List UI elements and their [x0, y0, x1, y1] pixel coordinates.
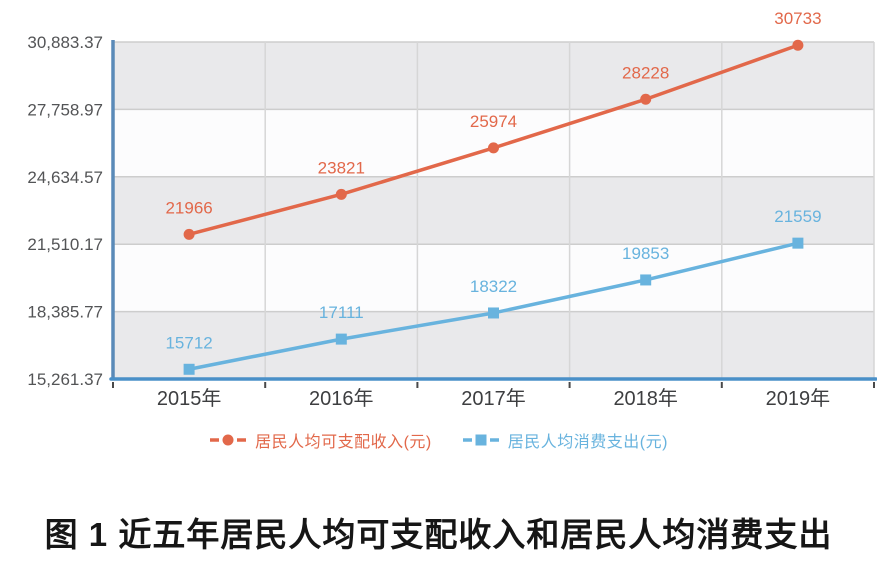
y-tick-label: 21,510.17 [27, 235, 103, 254]
figure-caption: 图 1 近五年居民人均可支配收入和居民人均消费支出 [44, 516, 833, 553]
data-point-marker [183, 363, 195, 375]
data-point-label: 21559 [774, 207, 821, 226]
x-tick-label: 2015年 [157, 387, 222, 410]
data-point-marker [335, 333, 347, 345]
data-point-label: 21966 [165, 198, 212, 217]
y-tick-label: 24,634.57 [27, 168, 103, 187]
data-point-marker [488, 307, 499, 319]
x-tick-label: 2018年 [613, 387, 678, 410]
y-tick-label: 27,758.97 [27, 100, 103, 119]
data-point-marker [640, 93, 652, 105]
data-point-label: 28228 [622, 63, 669, 82]
data-point-marker [792, 237, 804, 249]
data-point-marker [335, 188, 347, 200]
data-point-label: 30733 [774, 9, 821, 28]
data-point-label: 25974 [470, 112, 517, 131]
x-tick-label: 2019年 [766, 387, 831, 410]
data-point-marker [488, 142, 499, 154]
plot-band [113, 42, 874, 110]
y-tick-label: 30,883.37 [27, 33, 103, 52]
plot-band [113, 311, 874, 379]
x-tick-label: 2017年 [461, 387, 526, 410]
chart-legend: 居民人均可支配收入(元) 居民人均消费支出(元) [0, 428, 877, 452]
legend-item-income: 居民人均可支配收入(元) [209, 428, 432, 452]
data-point-marker [183, 228, 195, 240]
data-point-label: 23821 [318, 158, 365, 177]
y-tick-label: 18,385.77 [27, 303, 103, 322]
data-point-label: 19853 [622, 244, 669, 263]
line-chart: 15,261.37 18,385.77 21,510.17 24,634.57 27,7… [27, 9, 877, 410]
line-square-marker-icon [462, 433, 500, 447]
data-point-marker [792, 39, 804, 51]
data-point-label: 17111 [319, 303, 364, 322]
x-tick-label: 2016年 [309, 387, 374, 410]
data-point-marker [640, 274, 652, 286]
legend-label-expense: 居民人均消费支出(元) [507, 434, 668, 451]
plot-band [113, 176, 874, 245]
line-circle-marker-icon [209, 433, 247, 447]
data-point-label: 18322 [470, 277, 517, 296]
legend-label-income: 居民人均可支配收入(元) [255, 434, 432, 451]
y-tick-label: 15,261.37 [27, 370, 103, 389]
legend-item-expense: 居民人均消费支出(元) [462, 428, 668, 452]
data-point-label: 15712 [165, 333, 212, 352]
